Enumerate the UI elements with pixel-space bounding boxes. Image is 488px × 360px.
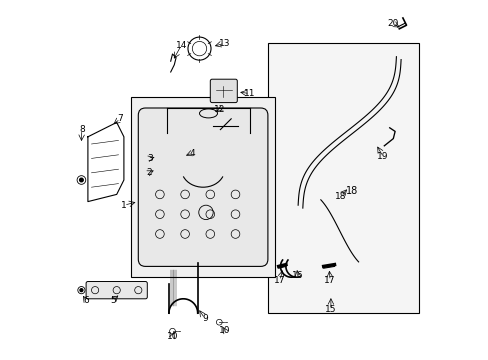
FancyBboxPatch shape <box>210 79 237 103</box>
Text: 12: 12 <box>213 105 224 114</box>
Circle shape <box>80 289 82 292</box>
Text: 15: 15 <box>325 305 336 314</box>
Text: 10: 10 <box>219 325 230 335</box>
Text: 8: 8 <box>79 125 84 134</box>
Text: 4: 4 <box>189 149 195 158</box>
Text: 1: 1 <box>121 201 126 210</box>
Text: 14: 14 <box>176 41 187 50</box>
Text: 19: 19 <box>377 152 388 161</box>
Text: 9: 9 <box>202 314 207 323</box>
Text: 18: 18 <box>335 192 346 201</box>
Text: 17: 17 <box>324 276 335 285</box>
Text: 13: 13 <box>219 39 230 48</box>
FancyBboxPatch shape <box>138 108 267 266</box>
Text: 7: 7 <box>117 114 123 123</box>
Text: 6: 6 <box>83 296 89 305</box>
FancyBboxPatch shape <box>131 97 275 277</box>
Text: 11: 11 <box>244 89 255 98</box>
Text: 3: 3 <box>147 154 152 163</box>
Text: 18: 18 <box>346 186 358 197</box>
Text: 20: 20 <box>386 19 398 28</box>
Text: 16: 16 <box>291 271 303 280</box>
FancyBboxPatch shape <box>267 43 418 313</box>
Text: 17: 17 <box>273 276 285 285</box>
Text: 10: 10 <box>166 332 178 341</box>
FancyBboxPatch shape <box>86 282 147 299</box>
Text: 5: 5 <box>110 296 116 305</box>
Text: 2: 2 <box>146 168 152 177</box>
Circle shape <box>80 178 83 182</box>
